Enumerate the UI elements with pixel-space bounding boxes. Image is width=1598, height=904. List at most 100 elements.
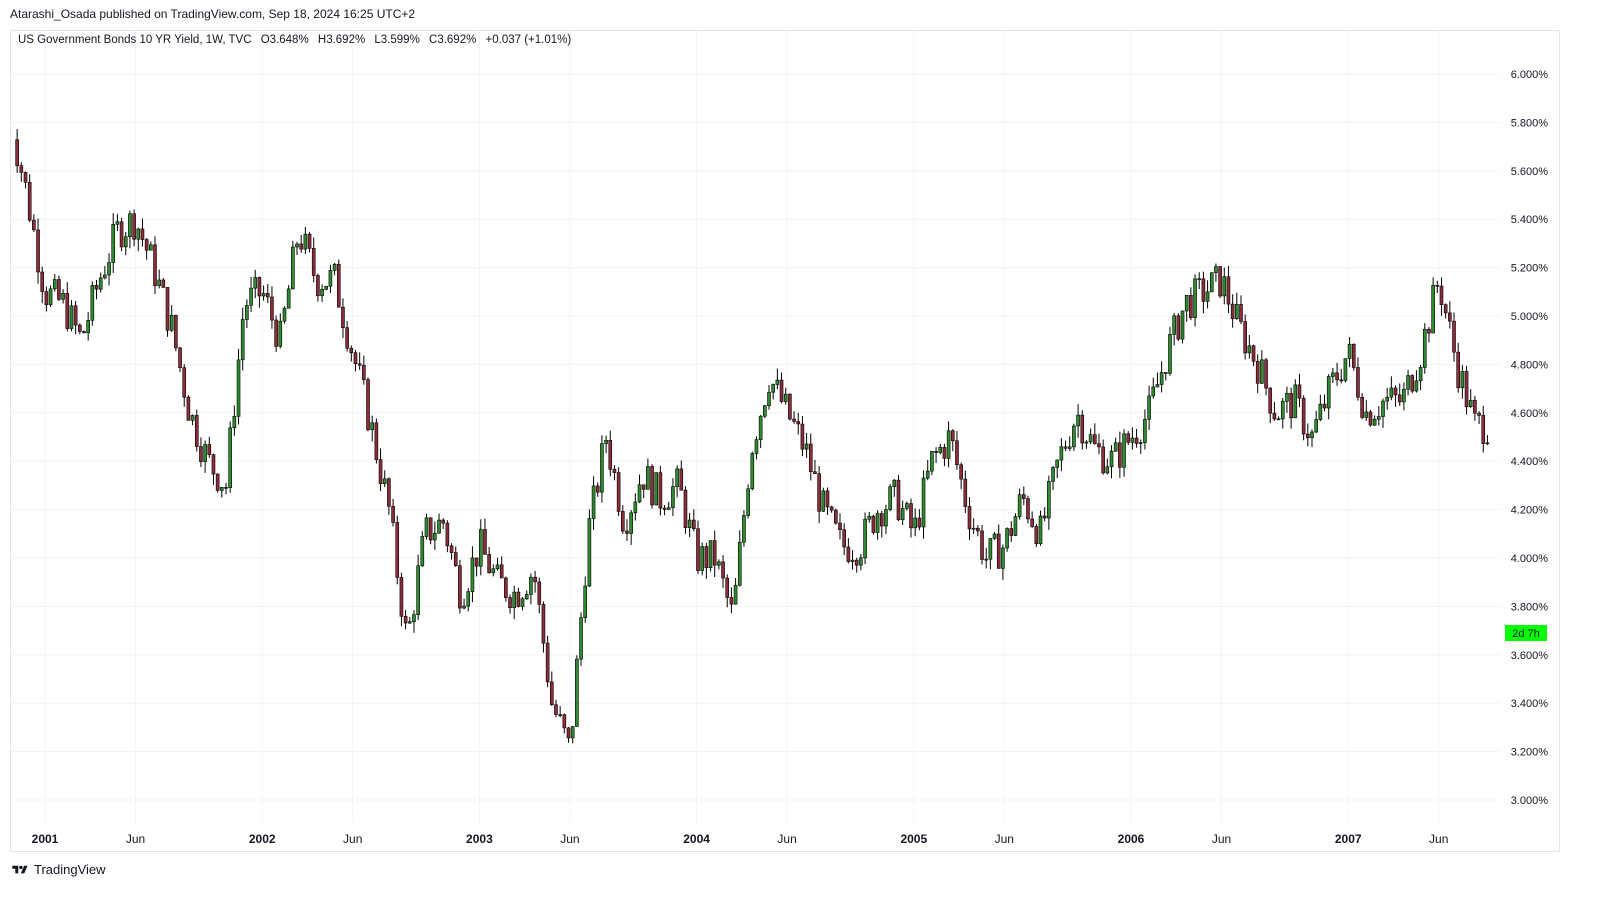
time-axis: 2001 Jun 2002 Jun 2003 Jun 2004 Jun 2005 Jun 2006 J…	[32, 832, 1449, 846]
candle-body	[905, 503, 909, 509]
candle-down	[566, 727, 571, 743]
candle-up	[1209, 272, 1214, 293]
candle-body	[1113, 442, 1118, 452]
footer-brand[interactable]: TradingView	[10, 862, 106, 877]
price-tick-label: 5.200%	[1511, 263, 1549, 275]
candle-body	[854, 559, 859, 566]
candle-body	[846, 546, 851, 562]
candle-up	[424, 513, 429, 540]
candle-body	[190, 415, 195, 421]
candle-body	[1435, 285, 1440, 287]
candle-down	[1289, 387, 1293, 429]
candle-body	[996, 533, 1001, 569]
candle-up	[1151, 377, 1156, 399]
candle-up	[169, 305, 174, 333]
candle-down	[554, 699, 558, 718]
candle-up	[86, 312, 90, 341]
candle-up	[420, 531, 425, 567]
candle-body	[215, 473, 220, 491]
candle-body	[1297, 384, 1302, 399]
candle-up	[1184, 295, 1189, 322]
candle-down	[854, 557, 859, 573]
candle-down	[650, 464, 654, 509]
candle-down	[211, 453, 216, 485]
candle-body	[888, 486, 892, 510]
candle-down	[533, 570, 537, 593]
candle-up	[1385, 387, 1389, 410]
candle-down	[612, 465, 617, 481]
candle-down	[270, 286, 274, 329]
candle-body	[1201, 278, 1206, 302]
candle-body	[82, 331, 86, 334]
candle-up	[1076, 404, 1080, 438]
candle-body	[324, 285, 329, 290]
candle-down	[1356, 357, 1360, 401]
candle-body	[508, 597, 512, 609]
candle-body	[458, 565, 462, 609]
candle-body	[1184, 295, 1189, 312]
candle-up	[382, 470, 387, 488]
candle-body	[671, 486, 675, 508]
candle-body	[1222, 276, 1227, 297]
candle-down	[1481, 405, 1486, 453]
candle-up	[136, 227, 141, 252]
candle-body	[925, 470, 930, 479]
candle-body	[23, 172, 28, 183]
candle-up	[1422, 323, 1427, 374]
time-tick-label: 2005	[900, 832, 927, 846]
candle-body	[1485, 442, 1490, 445]
candle-body	[157, 279, 161, 286]
candle-body	[1109, 450, 1114, 468]
candle-down	[1456, 342, 1460, 393]
candle-body	[842, 529, 846, 548]
candle-body	[44, 291, 49, 306]
candle-body	[433, 532, 437, 541]
candle-down	[846, 538, 851, 564]
candle-up	[1214, 263, 1218, 282]
candle-down	[1243, 314, 1247, 360]
candle-body	[1285, 393, 1289, 402]
candle-down	[829, 505, 834, 513]
candle-down	[504, 576, 508, 602]
candle-up	[149, 241, 153, 251]
candle-body	[341, 306, 345, 328]
grid-lines	[11, 31, 1500, 822]
candle-up	[240, 307, 245, 371]
candle-down	[549, 671, 554, 707]
candle-body	[1301, 397, 1306, 435]
candle-up	[495, 557, 500, 571]
candle-down	[1255, 354, 1260, 394]
candle-body	[917, 517, 922, 528]
candle-down	[453, 546, 458, 567]
candle-body	[186, 396, 191, 421]
candle-down	[1351, 343, 1356, 371]
candle-body	[19, 165, 24, 173]
price-tick-label: 3.000%	[1511, 795, 1549, 807]
candle-body	[1164, 372, 1168, 374]
candle-body	[1264, 359, 1268, 389]
candle-body	[871, 515, 876, 533]
candle-body	[884, 509, 888, 527]
chart-frame[interactable]	[10, 30, 1560, 852]
candle-body	[562, 714, 567, 729]
candle-body	[637, 484, 642, 503]
candle-body	[86, 320, 90, 334]
countdown-badge: 2d 7h	[1505, 625, 1547, 641]
candle-body	[955, 440, 959, 466]
candle-body	[704, 546, 709, 568]
candle-body	[967, 506, 972, 530]
candle-up	[1372, 415, 1377, 426]
candle-up	[1193, 274, 1197, 327]
candle-down	[725, 574, 730, 608]
candle-body	[278, 320, 283, 347]
candle-body	[194, 415, 199, 447]
candle-body	[737, 541, 742, 586]
candle-down	[696, 520, 700, 575]
candle-up	[123, 231, 128, 256]
candle-body	[1460, 371, 1465, 389]
candle-body	[1147, 395, 1151, 420]
candle-up	[1017, 488, 1022, 520]
candle-down	[474, 557, 479, 577]
candle-body	[625, 530, 629, 534]
